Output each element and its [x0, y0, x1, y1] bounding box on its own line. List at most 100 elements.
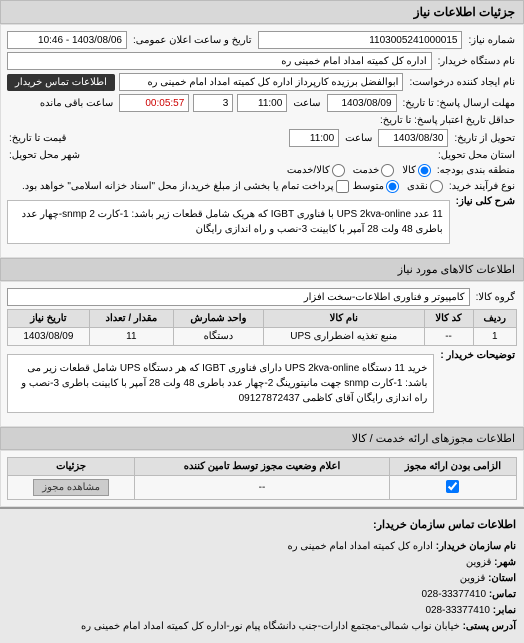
requester-name-value: ابوالفضل برزیده کارپرداز اداره کل کمیته …: [119, 73, 404, 91]
footer-fax-label: نمابر:: [493, 605, 516, 616]
goods-section-header: اطلاعات کالاهای مورد نیاز: [0, 258, 524, 281]
budget-option-0[interactable]: کالا: [402, 164, 431, 177]
footer-phone-value: 33377410-028: [422, 589, 487, 600]
goods-table-row: 1 -- منبع تغذیه اضطراری UPS دستگاه 11 14…: [8, 328, 517, 346]
deadline-send-date: 1403/08/09: [327, 94, 397, 112]
goods-th-4: مقدار / تعداد: [89, 310, 173, 328]
permit-td-0: [389, 476, 516, 500]
goods-td-2: منبع تغذیه اضطراری UPS: [263, 328, 424, 346]
page-header: جزئیات اطلاعات نیاز: [0, 0, 524, 24]
goods-td-1: --: [424, 328, 473, 346]
delivery-location-label: استان محل تحویل:: [436, 150, 517, 161]
group-value: کامپیوتر و فناوری اطلاعات-سخت افزار: [7, 288, 470, 306]
footer-province-row: شهر: قزوین: [8, 555, 516, 571]
request-number-value: 1103005241000015: [258, 31, 463, 49]
payment-option-0[interactable]: نقدی: [407, 180, 443, 193]
budget-radio-1[interactable]: [381, 164, 394, 177]
deadline-send-time: 11:00: [237, 94, 287, 112]
footer-section: اطلاعات تماس سازمان خریدار: نام سازمان خ…: [0, 507, 524, 643]
permit-table-header-row: الزامی بودن ارائه مجوز اعلام وضعیت مجوز …: [8, 458, 517, 476]
announce-date-value: 1403/08/06 - 10:46: [7, 31, 127, 49]
goods-table-header-row: ردیف کد کالا نام کالا واحد شمارش مقدار /…: [8, 310, 517, 328]
buyer-device-label: نام دستگاه خریدار:: [436, 56, 517, 67]
footer-city-value: قزوین: [460, 573, 486, 584]
footer-address-row: آدرس پستی: خیابان نواب شمالی-مجتمع ادارا…: [8, 619, 516, 635]
goods-th-2: نام کالا: [263, 310, 424, 328]
extra-desc-text: خرید 11 دستگاه UPS 2kva-online دارای فنا…: [7, 354, 434, 413]
payment-note-check[interactable]: [336, 180, 349, 193]
request-number-label: شماره نیاز:: [466, 35, 517, 46]
goods-th-0: ردیف: [473, 310, 517, 328]
footer-org-value: اداره کل کمیته امداد امام خمینی ره: [288, 541, 433, 552]
footer-org-row: نام سازمان خریدار: اداره کل کمیته امداد …: [8, 539, 516, 555]
permit-td-2: مشاهده مجوز: [8, 476, 135, 500]
budget-radio-group: کالا خدمت کالا/خدمت: [287, 164, 431, 177]
permit-td-1: --: [135, 476, 390, 500]
payment-radio-1[interactable]: [386, 180, 399, 193]
permit-checkbox[interactable]: [446, 480, 459, 493]
main-desc-label: شرح کلی نیاز:: [454, 196, 517, 207]
footer-province-label: شهر:: [494, 557, 516, 568]
footer-address-value: خیابان نواب شمالی-مجتمع ادارات-جنب دانشگ…: [81, 621, 460, 632]
permit-table-row: -- مشاهده مجوز: [8, 476, 517, 500]
payment-note-checkbox[interactable]: پرداخت تمام یا بخشی از مبلغ خرید،از محل …: [22, 180, 349, 193]
footer-province-value: قزوین: [466, 557, 492, 568]
footer-fax-value: 33377410-028: [425, 605, 490, 616]
footer-phone-row: تماس: 33377410-028: [8, 587, 516, 603]
budget-radio-0[interactable]: [418, 164, 431, 177]
payment-method-label: نوع فرآیند خرید:: [447, 181, 517, 192]
goods-td-5: 1403/08/09: [8, 328, 90, 346]
time-label-1: ساعت: [291, 98, 322, 109]
permit-section-header: اطلاعات مجوزهای ارائه خدمت / کالا: [0, 427, 524, 450]
announce-date-label: تاریخ و ساعت اعلان عمومی:: [131, 35, 254, 46]
payment-note-text: پرداخت تمام یا بخشی از مبلغ خرید،از محل …: [22, 181, 334, 192]
time-label-2: ساعت: [343, 133, 374, 144]
permit-th-2: جزئیات: [8, 458, 135, 476]
footer-org-label: نام سازمان خریدار:: [436, 541, 516, 552]
contact-info-button[interactable]: اطلاعات تماس خریدار: [7, 74, 115, 91]
view-permit-button[interactable]: مشاهده مجوز: [33, 479, 109, 496]
footer-phone-label: تماس:: [489, 589, 516, 600]
form-section: شماره نیاز: 1103005241000015 تاریخ و ساع…: [0, 24, 524, 258]
footer-fax-row: نمابر: 33377410-028: [8, 603, 516, 619]
footer-city-row: استان: قزوین: [8, 571, 516, 587]
goods-td-3: دستگاه: [173, 328, 263, 346]
goods-th-1: کد کالا: [424, 310, 473, 328]
footer-city-label: استان:: [488, 573, 516, 584]
delivery-time: 11:00: [289, 129, 339, 147]
delivery-city-label: شهر محل تحویل:: [7, 150, 82, 161]
goods-th-5: تاریخ نیاز: [8, 310, 90, 328]
goods-td-4: 11: [89, 328, 173, 346]
payment-radio-group: نقدی متوسط: [353, 180, 443, 193]
permit-table: الزامی بودن ارائه مجوز اعلام وضعیت مجوز …: [7, 457, 517, 500]
delivery-date: 1403/08/30: [378, 129, 448, 147]
payment-radio-0[interactable]: [430, 180, 443, 193]
group-label: گروه کالا:: [474, 292, 517, 303]
price-to-date-label: قیمت تا تاریخ:: [7, 133, 68, 144]
buyer-device-value: اداره کل کمیته امداد امام خمینی ره: [7, 52, 432, 70]
remaining-label: ساعت باقی مانده: [38, 98, 115, 109]
requester-name-label: نام ایجاد کننده درخواست:: [407, 77, 517, 88]
payment-option-1[interactable]: متوسط: [353, 180, 399, 193]
budget-option-2[interactable]: کالا/خدمت: [287, 164, 345, 177]
main-desc-text: 11 عدد UPS 2kva-online با فناوری IGBT که…: [7, 200, 450, 244]
goods-th-3: واحد شمارش: [173, 310, 263, 328]
remaining-count: 3: [193, 94, 233, 112]
budget-option-1[interactable]: خدمت: [353, 164, 395, 177]
budget-radio-2[interactable]: [332, 164, 345, 177]
remaining-time: 00:05:57: [119, 94, 189, 112]
permit-section: الزامی بودن ارائه مجوز اعلام وضعیت مجوز …: [0, 450, 524, 507]
delivery-label: تحویل از تاریخ:: [452, 133, 517, 144]
permit-th-1: اعلام وضعیت مجوز توسط تامین کننده: [135, 458, 390, 476]
extra-desc-label: توضیحات خریدار :: [438, 350, 517, 361]
deadline-send-label: مهلت ارسال پاسخ: تا تاریخ:: [401, 98, 517, 109]
footer-title: اطلاعات تماس سازمان خریدار:: [8, 517, 516, 535]
goods-section: گروه کالا: کامپیوتر و فناوری اطلاعات-سخت…: [0, 281, 524, 427]
budget-type-label: منطقه بندی بودجه:: [435, 165, 517, 176]
goods-table: ردیف کد کالا نام کالا واحد شمارش مقدار /…: [7, 309, 517, 346]
delivery-min-label: حداقل تاریخ اعتبار پاسخ: تا تاریخ:: [378, 115, 517, 126]
permit-th-0: الزامی بودن ارائه مجوز: [389, 458, 516, 476]
page-title: جزئیات اطلاعات نیاز: [414, 5, 515, 19]
footer-address-label: آدرس پستی:: [463, 621, 516, 632]
goods-td-0: 1: [473, 328, 517, 346]
